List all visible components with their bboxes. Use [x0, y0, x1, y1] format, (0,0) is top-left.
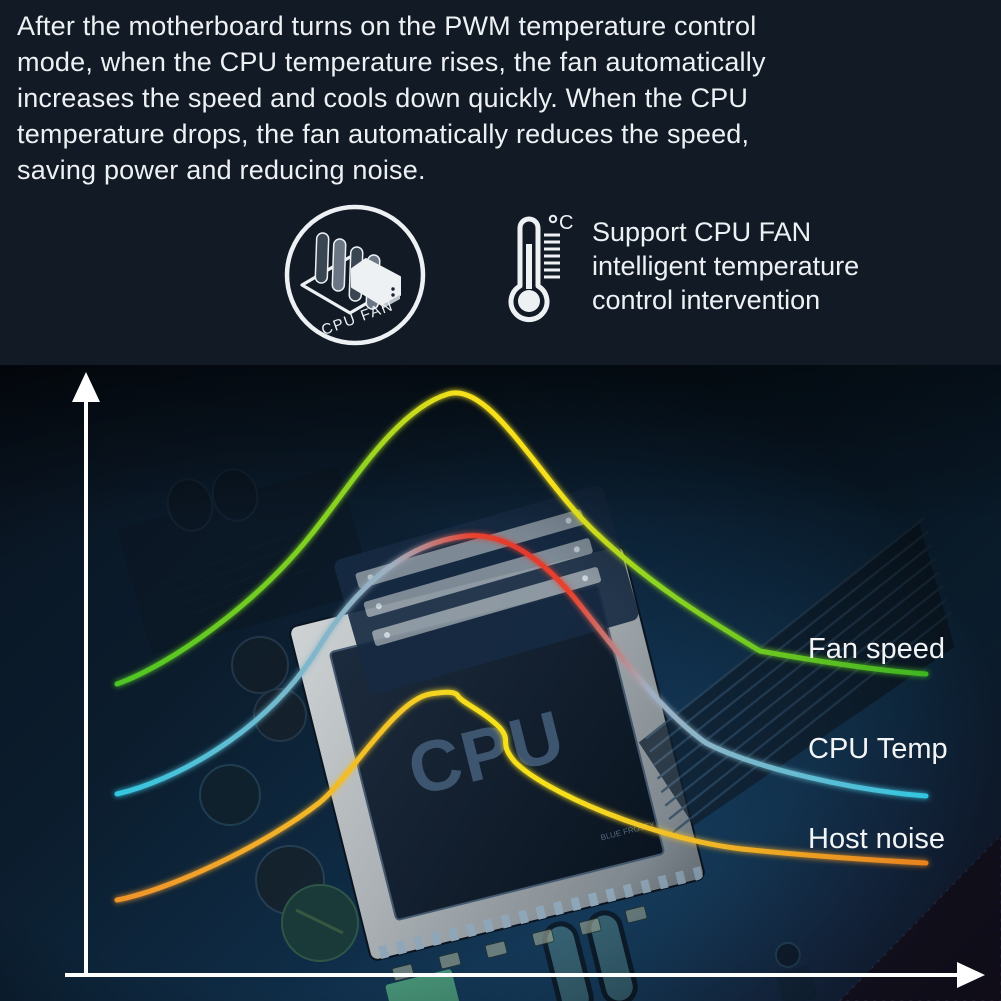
svg-text:Host noise: Host noise [808, 823, 945, 855]
svg-text:Fan speed: Fan speed [808, 633, 945, 665]
svg-text:CPU Temp: CPU Temp [808, 733, 948, 765]
